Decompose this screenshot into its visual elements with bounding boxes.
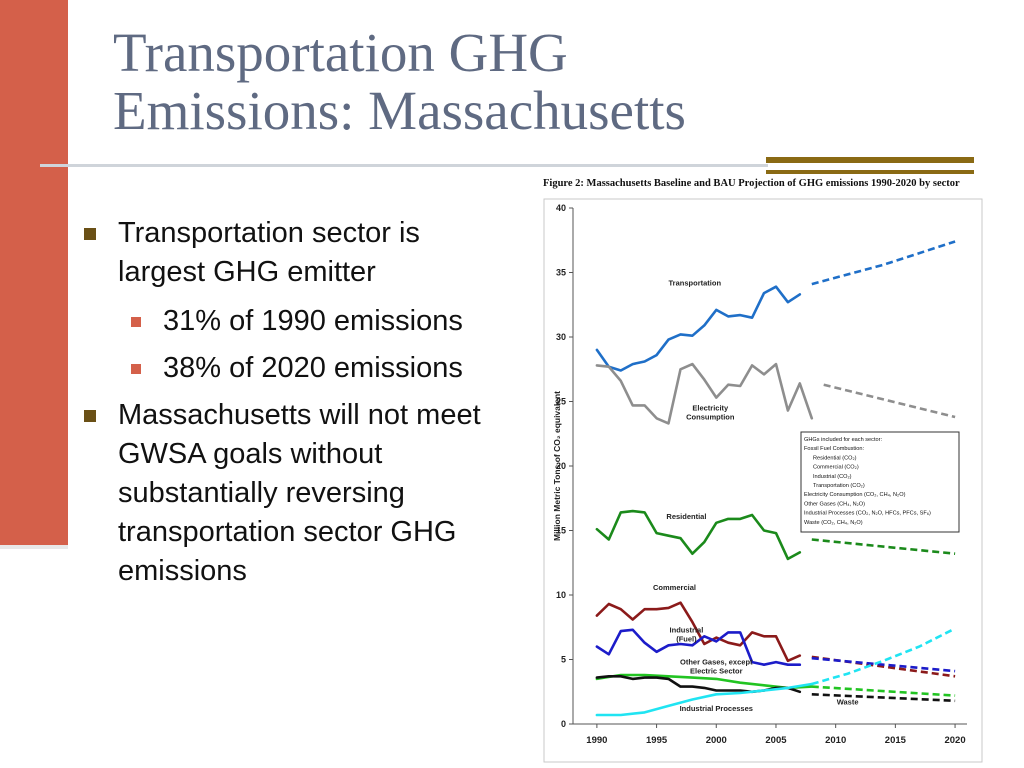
y-tick-label: 5 [561, 655, 566, 665]
series-projection-line [811, 656, 956, 673]
legend-entry: Electricity Consumption (CO₂, CH₄, N₂O) [804, 492, 906, 498]
series-line [595, 285, 802, 372]
series-line [595, 682, 814, 717]
series-projection-line [811, 538, 956, 555]
x-tick-label: 2000 [706, 735, 727, 746]
emissions-line-chart: 0 5 10 15 20 25 30 35 40 1990 1995 2000 2005 2010 2015… [543, 198, 983, 763]
legend-entry: GHGs included for each sector: [804, 437, 882, 443]
legend-entry: Waste (CO₂, CH₄, N₂O) [804, 520, 863, 526]
y-axis-title: Million Metric Tons of CO₂ equivalent [552, 391, 562, 541]
y-tick-label: 20 [556, 461, 566, 471]
legend-box [800, 431, 960, 533]
y-tick-label: 30 [556, 332, 566, 342]
y-tick-label: 35 [556, 268, 566, 278]
title-accent-rule-top [766, 157, 974, 163]
bullet-item: Massachusetts will not meet GWSA goals w… [84, 396, 494, 591]
bullet-square-icon [84, 228, 96, 240]
legend-entry: Transportation (CO₂) [813, 483, 865, 489]
y-tick-label: 0 [561, 719, 566, 729]
series-projection-line [811, 685, 956, 697]
legend-entry: Commercial (CO₂) [813, 465, 859, 471]
series-projection-line [823, 383, 956, 419]
series-label: Industrial Processes [680, 704, 753, 713]
x-tick-label: 2015 [885, 735, 907, 746]
series-label: Other Gases, except Electric Sector [680, 658, 753, 676]
accent-side-bar-shadow [0, 545, 68, 549]
bullet-text: Transportation sector is largest GHG emi… [118, 217, 420, 288]
series-label: Transportation [669, 278, 722, 287]
bullet-item: Transportation sector is largest GHG emi… [84, 214, 494, 292]
accent-side-bar [0, 0, 68, 545]
title-rule [40, 164, 768, 167]
x-tick-label: 1995 [646, 735, 668, 746]
series-projection-line [811, 693, 956, 703]
series-label: Residential [666, 512, 706, 521]
x-tick-label: 2005 [765, 735, 787, 746]
y-tick-label: 25 [556, 397, 566, 407]
sub-bullet-item: 38% of 2020 emissions [84, 349, 494, 388]
series-line [595, 362, 814, 425]
y-tick-label: 15 [556, 526, 566, 536]
y-tick-label: 40 [556, 203, 566, 213]
bullet-square-icon [84, 410, 96, 422]
series-line [595, 628, 802, 667]
series-line [595, 601, 802, 663]
slide-title-line-1: Transportation GHG [113, 22, 568, 83]
legend-entry: Fossil Fuel Combustion: [804, 446, 864, 452]
sub-bullet-text: 38% of 2020 emissions [163, 352, 463, 384]
series-label: Commercial [653, 583, 696, 592]
legend-entry: Residential (CO₂) [813, 455, 857, 461]
legend-entry: Industrial (CO₂) [813, 474, 852, 480]
series-label: Electricity Consumption [686, 404, 735, 422]
series-label: Waste [837, 698, 859, 707]
x-tick-label: 2010 [825, 735, 846, 746]
series-projection-line [811, 627, 956, 686]
sub-bullet-square-icon [131, 317, 141, 327]
title-accent-rule-bottom [766, 170, 974, 174]
slide-title-line-2: Emissions: Massachusetts [113, 80, 686, 141]
series-line [595, 509, 802, 561]
bullet-list: Transportation sector is largest GHG emi… [84, 214, 494, 601]
sub-bullet-text: 31% of 1990 emissions [163, 305, 463, 337]
y-tick-label: 10 [556, 590, 566, 600]
series-line [595, 673, 814, 690]
x-tick-label: 2020 [944, 735, 965, 746]
series-projection-line [811, 240, 956, 286]
x-tick-label: 1990 [586, 735, 607, 746]
legend-entry: Other Gases (CH₄, N₂O) [804, 501, 865, 507]
sub-bullet-item: 31% of 1990 emissions [84, 302, 494, 341]
figure-caption: Figure 2: Massachusetts Baseline and BAU… [543, 178, 960, 189]
series-label: Industrial (Fuel) [670, 625, 704, 643]
sub-bullet-square-icon [131, 364, 141, 374]
bullet-text: Massachusetts will not meet GWSA goals w… [118, 399, 481, 587]
legend-entry: Industrial Processes (CO₂, N₂O, HFCs, PF… [804, 511, 931, 517]
slide-title: Transportation GHG Emissions: Massachuse… [113, 24, 686, 140]
